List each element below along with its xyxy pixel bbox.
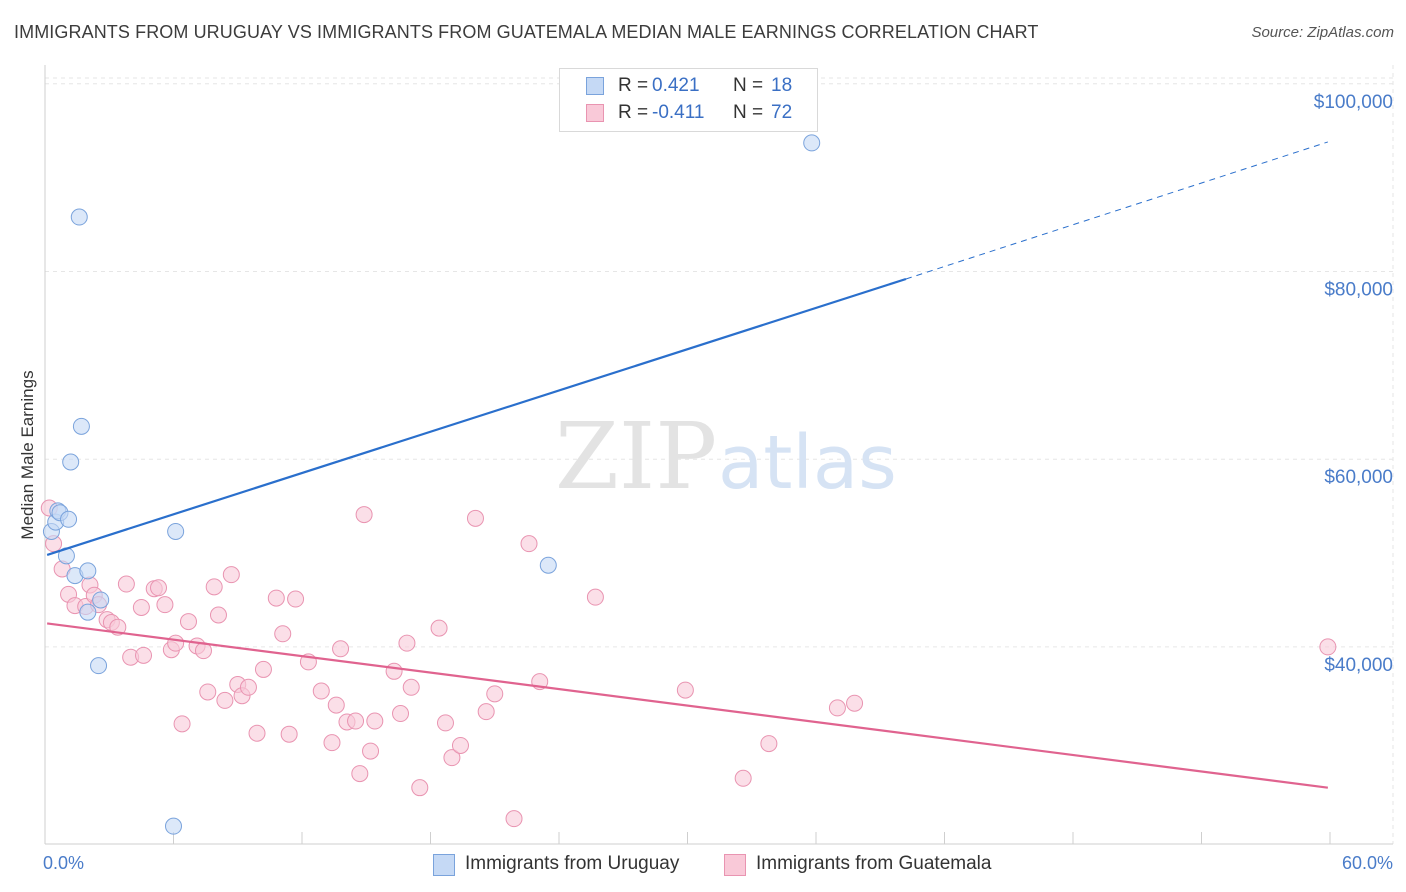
uruguay-point (167, 522, 185, 540)
guatemala-point (274, 625, 292, 643)
uruguay-point (79, 603, 97, 621)
legend-r-label: R = (618, 75, 649, 96)
guatemala-point (239, 678, 257, 696)
uruguay-point (62, 453, 80, 471)
uruguay-trend-line (46, 277, 907, 556)
watermark-atlas: atlas (718, 420, 897, 506)
legend-r-label: R = (618, 102, 649, 123)
uruguay-point (92, 591, 110, 609)
guatemala-points (40, 499, 1337, 828)
bottom-legend-label-uruguay: Immigrants from Uruguay (465, 853, 680, 874)
guatemala-point (505, 810, 523, 828)
uruguay-point (72, 417, 90, 435)
guatemala-point (411, 779, 429, 797)
guatemala-trend-line (47, 622, 1328, 789)
uruguay-point (79, 562, 97, 580)
uruguay-points (42, 134, 821, 835)
guatemala-point (385, 662, 403, 680)
guatemala-point (520, 535, 538, 553)
guatemala-point (451, 736, 469, 754)
guatemala-point (351, 765, 369, 783)
guatemala-point (209, 606, 227, 624)
guatemala-point (287, 590, 305, 608)
guatemala-point (173, 715, 191, 733)
tick-labels: $40,000 $60,000 $80,000 $100,000 0.0% 60.0% (43, 92, 1393, 873)
uruguay-trend-extrapolation (905, 141, 1329, 280)
legend-n-value-guatemala: 72 (771, 102, 793, 123)
uruguay-point (165, 817, 182, 835)
guatemala-point (254, 660, 272, 678)
watermark-zip: ZIP (555, 403, 717, 510)
guatemala-point (135, 646, 153, 664)
bottom-legend-swatch-guatemala (724, 854, 746, 876)
guatemala-point (199, 683, 217, 701)
guatemala-point (332, 640, 350, 658)
guatemala-point (734, 769, 752, 787)
guatemala-point (486, 685, 504, 703)
guatemala-point (248, 724, 266, 742)
guatemala-point (1319, 638, 1337, 656)
legend-n-value-uruguay: 18 (771, 75, 793, 96)
guatemala-point (586, 588, 604, 606)
bottom-legend-swatch-uruguay (433, 854, 455, 876)
guatemala-point (398, 634, 416, 652)
y-tick-label: $40,000 (1324, 655, 1393, 676)
guatemala-point (366, 712, 384, 730)
legend-n-label: N = (733, 75, 764, 96)
uruguay-point (539, 556, 557, 574)
guatemala-point (156, 596, 174, 614)
guatemala-point (150, 579, 168, 597)
guatemala-point (327, 696, 345, 714)
guatemala-point (436, 714, 454, 732)
guatemala-point (323, 734, 341, 752)
y-tick-label: $80,000 (1324, 279, 1393, 300)
y-tick-label: $100,000 (1314, 92, 1393, 113)
y-tick-label: $60,000 (1324, 467, 1393, 488)
x-tick-label-min: 0.0% (43, 853, 84, 873)
guatemala-point (392, 705, 410, 723)
correlation-legend: R = 0.421 N = 18 R = -0.411 N = 72 (559, 68, 818, 132)
y-axis-label: Median Male Earnings (18, 370, 37, 539)
x-tick-label-max: 60.0% (1342, 853, 1393, 873)
legend-swatch-uruguay (586, 77, 604, 95)
legend-swatch-guatemala (586, 104, 604, 122)
legend-r-value-uruguay: 0.421 (652, 75, 700, 96)
guatemala-point (216, 691, 234, 709)
guatemala-point (466, 509, 484, 527)
guatemala-point (676, 681, 694, 699)
grid-lines (45, 65, 1394, 844)
bottom-legend-label-guatemala: Immigrants from Guatemala (756, 853, 992, 874)
guatemala-point (205, 578, 223, 596)
guatemala-point (430, 619, 448, 637)
guatemala-point (362, 742, 380, 760)
guatemala-point (355, 506, 373, 524)
uruguay-point (60, 510, 78, 528)
chart-title: IMMIGRANTS FROM URUGUAY VS IMMIGRANTS FR… (14, 22, 1039, 42)
axes (44, 65, 1393, 845)
uruguay-point (70, 208, 88, 226)
guatemala-point (117, 575, 135, 593)
guatemala-point (280, 725, 298, 743)
guatemala-point (402, 678, 420, 696)
guatemala-point (179, 613, 197, 631)
guatemala-point (167, 634, 185, 652)
guatemala-point (846, 694, 864, 712)
guatemala-point (347, 712, 365, 730)
trend-lines (46, 141, 1329, 789)
guatemala-point (267, 589, 285, 607)
guatemala-point (222, 566, 240, 584)
guatemala-point (760, 735, 778, 753)
watermark: ZIP atlas (555, 403, 897, 510)
chart-source: Source: ZipAtlas.com (1251, 24, 1394, 41)
guatemala-point (312, 682, 330, 700)
legend-r-value-guatemala: -0.411 (652, 102, 705, 123)
uruguay-point (803, 134, 821, 152)
legend-n-label: N = (733, 102, 764, 123)
uruguay-point (90, 657, 108, 675)
guatemala-point (828, 699, 846, 717)
guatemala-point (132, 598, 150, 616)
guatemala-point (443, 749, 461, 767)
guatemala-point (477, 703, 495, 721)
